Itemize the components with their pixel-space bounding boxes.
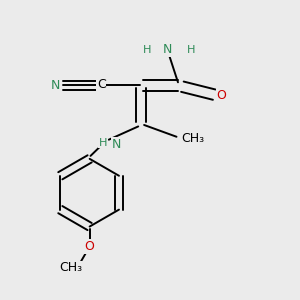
Text: O: O <box>216 89 226 102</box>
Text: H: H <box>143 45 151 55</box>
Text: O: O <box>85 240 94 253</box>
Text: C: C <box>97 78 106 91</box>
Text: H: H <box>187 45 196 55</box>
Text: N: N <box>112 138 121 151</box>
Text: CH₃: CH₃ <box>181 132 204 145</box>
Text: CH₃: CH₃ <box>59 261 82 274</box>
Text: N: N <box>51 79 61 92</box>
Text: N: N <box>163 44 172 56</box>
Text: H: H <box>99 138 107 148</box>
